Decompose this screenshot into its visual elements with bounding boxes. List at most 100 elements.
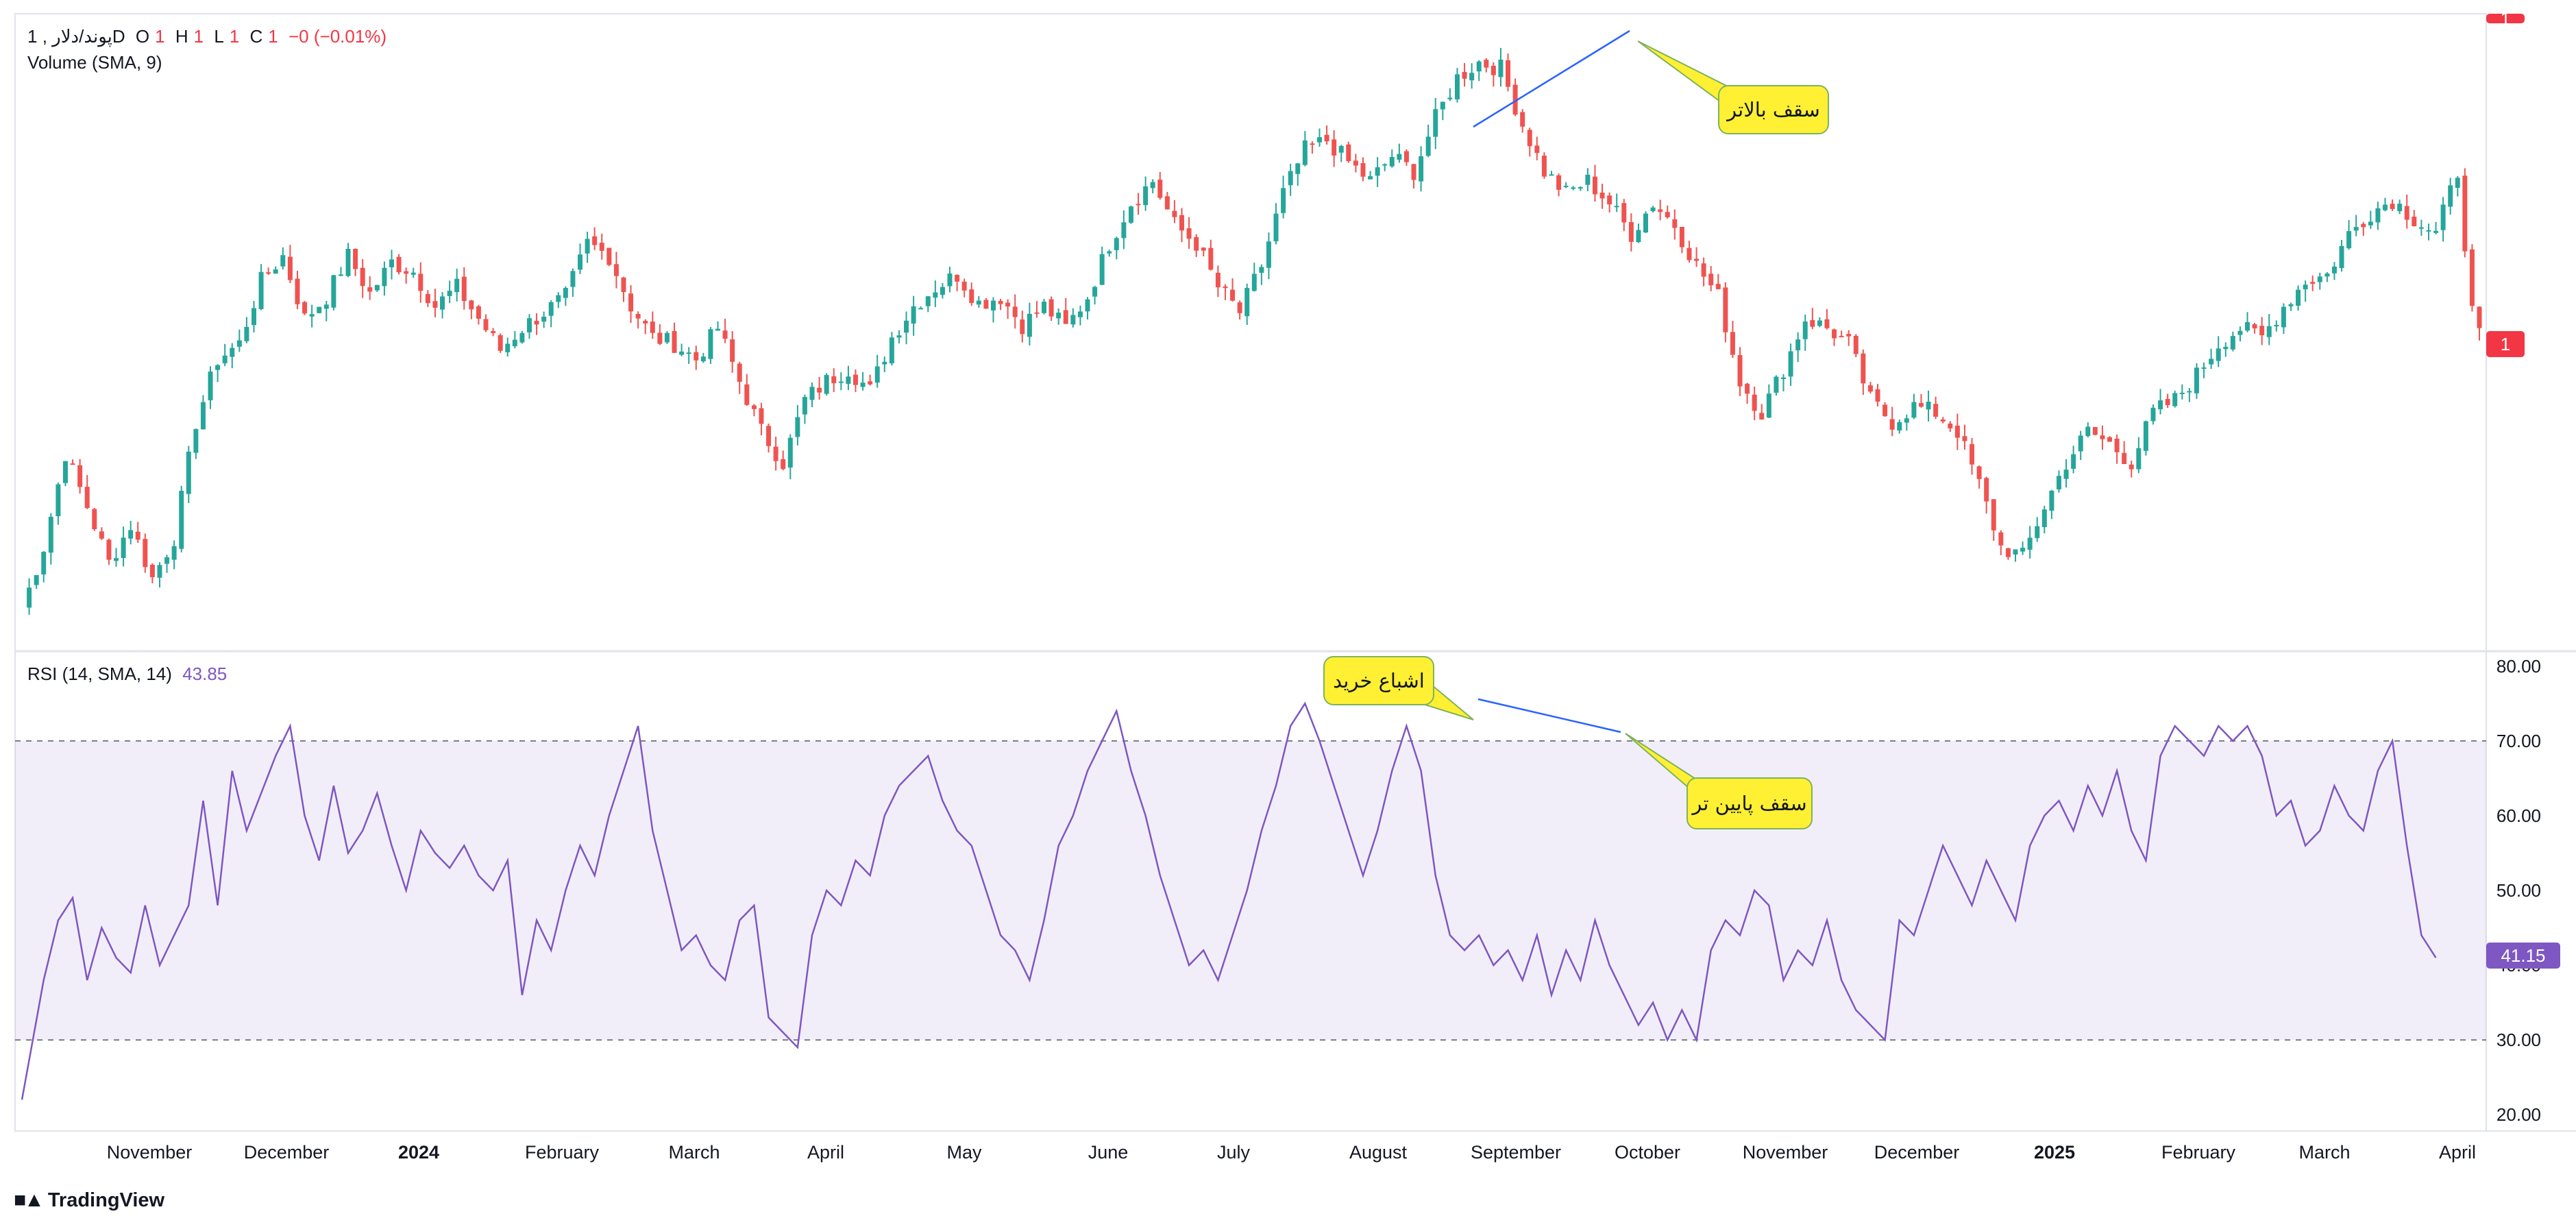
candle-body [2107, 437, 2113, 442]
candle-body [1310, 143, 1315, 145]
candle-body [672, 330, 677, 353]
candle-body [2056, 476, 2061, 489]
low-label: L [214, 26, 224, 47]
candle-body [389, 259, 394, 268]
rsi-tick-label: 80.00 [2497, 656, 2541, 677]
symbol-name[interactable]: پوند/دلار , 1D [27, 26, 125, 47]
candle-body [2158, 400, 2163, 410]
candle-body [244, 326, 249, 341]
candle-body [1048, 299, 1054, 317]
candle-body [831, 376, 837, 384]
change-value: −0 (−0.01%) [288, 26, 387, 47]
candle-body [491, 330, 496, 333]
candle-body [744, 384, 750, 405]
volume-legend[interactable]: Volume (SMA, 9) [27, 52, 168, 73]
candle-body [2469, 249, 2475, 306]
candle-body [852, 374, 858, 385]
candle-body [2303, 284, 2308, 290]
candle-body [193, 428, 199, 453]
candle-body [947, 274, 953, 287]
candle-body [1658, 209, 1663, 212]
candle-body [367, 287, 373, 292]
candle-body [2063, 470, 2069, 479]
candle-body [266, 272, 271, 274]
candle-body [541, 316, 547, 322]
candle-body [1201, 247, 1206, 251]
candle-body [1143, 186, 1149, 206]
candle-body [1614, 206, 1619, 208]
candle-body [34, 575, 39, 585]
rsi-trendline [1477, 698, 1621, 733]
candle-body [526, 318, 532, 332]
candle-body [1832, 329, 1837, 339]
candle-body [2252, 324, 2257, 329]
candle-body [534, 321, 539, 325]
candle-body [1099, 254, 1105, 285]
candle-body [1338, 145, 1344, 153]
candle-body [1273, 213, 1279, 241]
time-tick-label: October [1615, 1142, 1680, 1163]
candle-body [1904, 418, 1909, 423]
candle-body [1607, 195, 1612, 205]
candle-body [933, 292, 938, 298]
candle-body [1745, 383, 1750, 394]
candle-body [287, 256, 293, 280]
candle-body [737, 363, 742, 382]
candle-body [164, 557, 170, 564]
candle-body [1121, 222, 1127, 239]
candle-body [925, 296, 931, 306]
candle-body [2209, 359, 2214, 365]
candle-body [1454, 74, 1460, 99]
rsi-tick-label: 30.00 [2497, 1030, 2541, 1050]
candle-body [1556, 175, 1562, 190]
candle-body [1389, 156, 1395, 167]
candle-body [715, 328, 721, 331]
candle-body [1882, 404, 1888, 417]
candle-body [809, 387, 815, 400]
price-last-badge-text: 1 [2501, 334, 2510, 354]
candle-body [1295, 163, 1301, 174]
candle-body [1752, 394, 1757, 411]
candle-body [751, 405, 757, 409]
candle-body [1926, 401, 1931, 410]
candle-body [1244, 288, 1250, 317]
candle-body [1643, 213, 1649, 233]
candle-body [519, 332, 525, 343]
candle-body [1628, 221, 1634, 242]
candle-body [2085, 426, 2091, 437]
candle-body [2049, 490, 2054, 511]
candle-body [2035, 526, 2040, 538]
candle-body [84, 487, 90, 509]
candle-body [2237, 330, 2243, 335]
candle-body [955, 275, 960, 282]
candle-body [940, 287, 945, 295]
callout-price-high-text: سقف بالاتر [1726, 98, 1820, 121]
candle-body [2339, 245, 2344, 269]
candle-body [1774, 376, 1779, 393]
time-tick-label: February [2161, 1142, 2236, 1163]
candle-body [2404, 206, 2409, 220]
candle-body [512, 339, 517, 347]
candle-body [440, 296, 445, 310]
time-tick-label: April [2439, 1142, 2476, 1163]
candle-body [323, 304, 329, 309]
candle-body [1288, 171, 1293, 186]
tradingview-logo[interactable]: ■▲ TradingView [14, 1189, 164, 1212]
candle-body [1172, 210, 1177, 217]
candle-body [1085, 299, 1090, 312]
candle-body [1571, 187, 1576, 189]
candle-body [410, 272, 416, 275]
candle-body [1506, 60, 1511, 87]
candle-body [2317, 276, 2322, 282]
candle-body [1368, 176, 1373, 180]
candle-body [976, 300, 981, 305]
candle-body [77, 465, 83, 487]
rsi-legend[interactable]: RSI (14, SMA, 14) 43.85 [27, 664, 232, 684]
candle-body [2216, 348, 2221, 361]
candle-body [911, 306, 916, 324]
candle-body [483, 319, 489, 330]
candle-body [230, 348, 235, 357]
candle-body [657, 332, 663, 344]
candle-body [606, 247, 612, 265]
